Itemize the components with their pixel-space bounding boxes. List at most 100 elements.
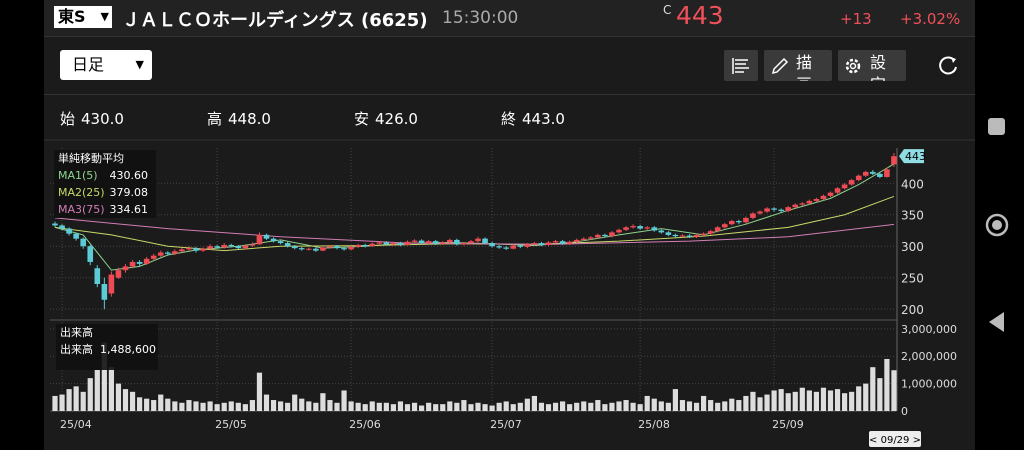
volume-bar bbox=[827, 390, 834, 411]
volume-bar bbox=[362, 404, 368, 411]
volume-bar bbox=[602, 404, 608, 411]
volume-bar bbox=[278, 401, 284, 411]
refresh-button[interactable] bbox=[934, 51, 964, 81]
y-tick-label: 350 bbox=[901, 209, 924, 223]
price: 443 bbox=[676, 1, 724, 30]
candle-body bbox=[686, 235, 693, 237]
candle-body bbox=[439, 242, 446, 244]
candle-body bbox=[757, 211, 763, 214]
volume-bar bbox=[616, 401, 622, 411]
market-select[interactable]: 東S ▼ bbox=[54, 6, 112, 28]
volume-bar bbox=[679, 400, 686, 411]
volume-bar bbox=[158, 394, 164, 411]
volume-value: 1,488,600 bbox=[100, 343, 156, 356]
candle-body bbox=[383, 242, 390, 245]
price-prefix: C bbox=[663, 3, 672, 17]
candle-body bbox=[214, 246, 220, 248]
volume-bar bbox=[644, 395, 650, 411]
nav-home[interactable] bbox=[985, 213, 1009, 237]
list-button[interactable] bbox=[724, 50, 758, 81]
ohlc-item: 始 430.0 bbox=[60, 108, 124, 129]
ohlc-label: 始 bbox=[60, 110, 76, 128]
candle-body bbox=[73, 233, 79, 239]
candle-body bbox=[200, 248, 206, 251]
candle-body bbox=[877, 173, 883, 177]
volume-bar bbox=[454, 402, 460, 411]
volume-bar bbox=[637, 404, 643, 411]
volume-bar bbox=[94, 369, 100, 411]
list-icon bbox=[732, 58, 749, 74]
candle-body bbox=[461, 243, 467, 245]
candle-body bbox=[172, 251, 178, 254]
volume-bar bbox=[665, 402, 671, 411]
volume-bar bbox=[59, 394, 65, 411]
cursor-label: < 09/29 > bbox=[869, 435, 921, 446]
volume-bar bbox=[701, 395, 707, 411]
volume-bar bbox=[228, 401, 234, 411]
volume-bar bbox=[806, 390, 812, 411]
volume-bar bbox=[214, 404, 220, 411]
volume-bar bbox=[334, 402, 340, 411]
candle-body bbox=[764, 208, 770, 212]
ma-line bbox=[54, 217, 895, 245]
candle-body bbox=[827, 192, 834, 196]
toolbar: 日足▼ 描画 設定 bbox=[44, 37, 975, 95]
candle-body bbox=[862, 171, 869, 176]
candle-body bbox=[884, 169, 890, 177]
candle-body bbox=[503, 247, 509, 249]
candle-body bbox=[841, 184, 848, 189]
candle-body bbox=[313, 248, 319, 251]
legend-name: MA3(75) bbox=[58, 203, 105, 216]
candle-body bbox=[729, 221, 735, 225]
volume-bar bbox=[517, 402, 523, 411]
candle-body bbox=[228, 244, 235, 247]
period-select[interactable]: 日足 ▼ bbox=[60, 50, 152, 80]
volume-bar bbox=[440, 404, 446, 411]
volume-legend-box bbox=[56, 324, 158, 370]
candle-body bbox=[298, 248, 305, 250]
nav-back[interactable] bbox=[989, 312, 1004, 332]
candle-body bbox=[59, 225, 65, 229]
candle-body bbox=[150, 255, 157, 259]
draw-button[interactable]: 描画 bbox=[764, 50, 832, 81]
nav-recent[interactable] bbox=[988, 118, 1005, 135]
volume-bar bbox=[813, 391, 819, 411]
volume-bar bbox=[101, 342, 107, 411]
candle-body bbox=[714, 227, 721, 232]
volume-bar bbox=[574, 402, 580, 411]
volume-bar bbox=[856, 386, 862, 411]
candle-body bbox=[454, 239, 460, 245]
volume-bar bbox=[884, 358, 890, 411]
candle-body bbox=[496, 246, 502, 248]
volume-bar bbox=[207, 401, 213, 411]
stock-title: ＪＡＬＣＯホールディングス (6625) bbox=[122, 10, 428, 31]
candle-body bbox=[193, 248, 199, 251]
volume-bar bbox=[560, 401, 566, 411]
candle-body bbox=[101, 284, 108, 300]
candle-body bbox=[580, 238, 587, 240]
ohlc-item: 高 448.0 bbox=[207, 108, 271, 129]
volume-bar bbox=[461, 400, 467, 411]
candle-body bbox=[813, 199, 820, 201]
candle-body bbox=[623, 227, 629, 230]
candle-body bbox=[87, 246, 94, 262]
time: 15:30:00 bbox=[442, 8, 519, 28]
ohlc-label: 終 bbox=[501, 110, 517, 128]
volume-bar bbox=[799, 387, 805, 411]
volume-bar bbox=[73, 386, 79, 411]
candle-body bbox=[397, 243, 404, 245]
candle-body bbox=[179, 249, 185, 252]
candle-body bbox=[66, 228, 72, 234]
volume-bar bbox=[877, 378, 883, 411]
pencil-icon bbox=[771, 57, 789, 75]
settings-button[interactable]: 設定 bbox=[838, 50, 906, 81]
volume-bar bbox=[179, 402, 185, 411]
volume-bar bbox=[249, 400, 255, 411]
legend-value: 334.61 bbox=[110, 203, 149, 216]
candle-body bbox=[341, 248, 347, 250]
candle-body bbox=[616, 229, 622, 233]
candle-body bbox=[771, 208, 777, 210]
volume-bar bbox=[489, 405, 495, 411]
